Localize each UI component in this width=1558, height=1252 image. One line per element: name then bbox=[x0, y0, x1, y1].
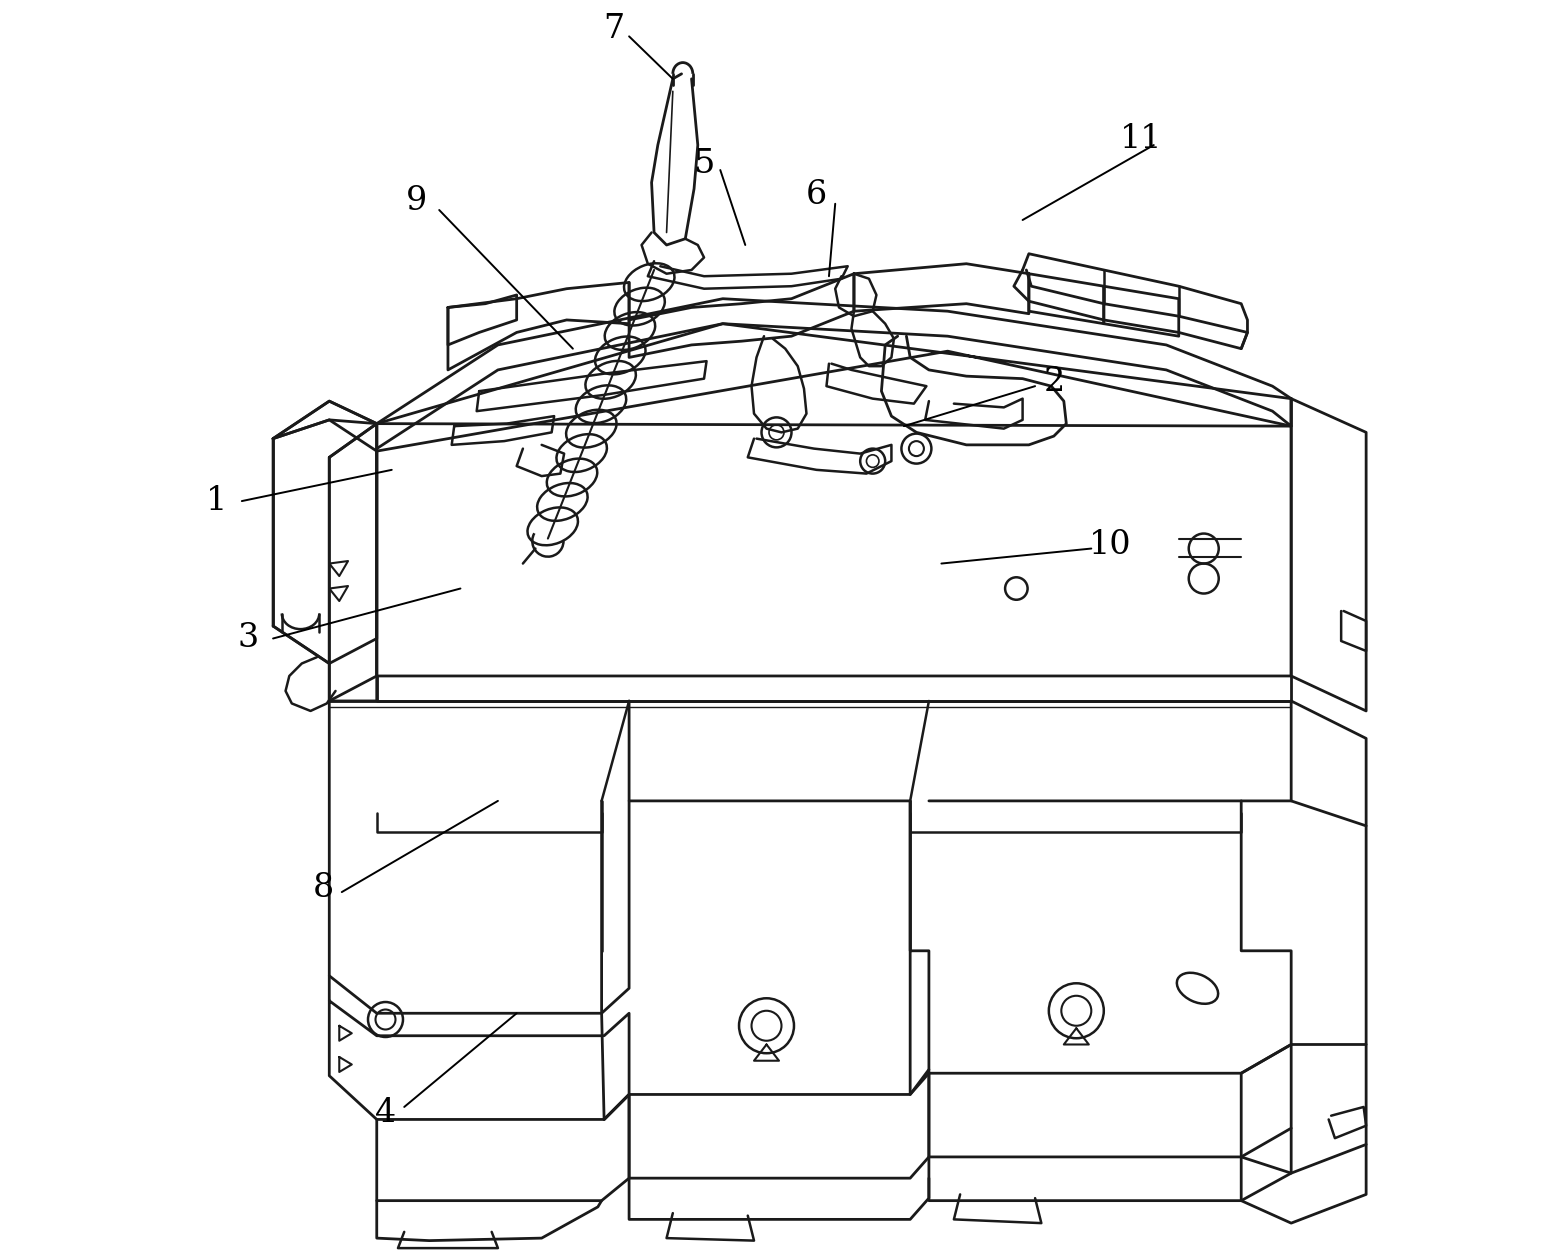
Text: 7: 7 bbox=[603, 13, 625, 45]
Text: 6: 6 bbox=[805, 179, 827, 212]
Text: 11: 11 bbox=[1120, 123, 1162, 155]
Text: 3: 3 bbox=[237, 622, 259, 655]
Text: 2: 2 bbox=[1044, 367, 1064, 398]
Text: 4: 4 bbox=[375, 1097, 396, 1129]
Text: 8: 8 bbox=[313, 873, 333, 904]
Text: 10: 10 bbox=[1089, 528, 1131, 561]
Text: 1: 1 bbox=[206, 485, 227, 517]
Text: 5: 5 bbox=[693, 148, 715, 180]
Text: 9: 9 bbox=[407, 185, 427, 218]
